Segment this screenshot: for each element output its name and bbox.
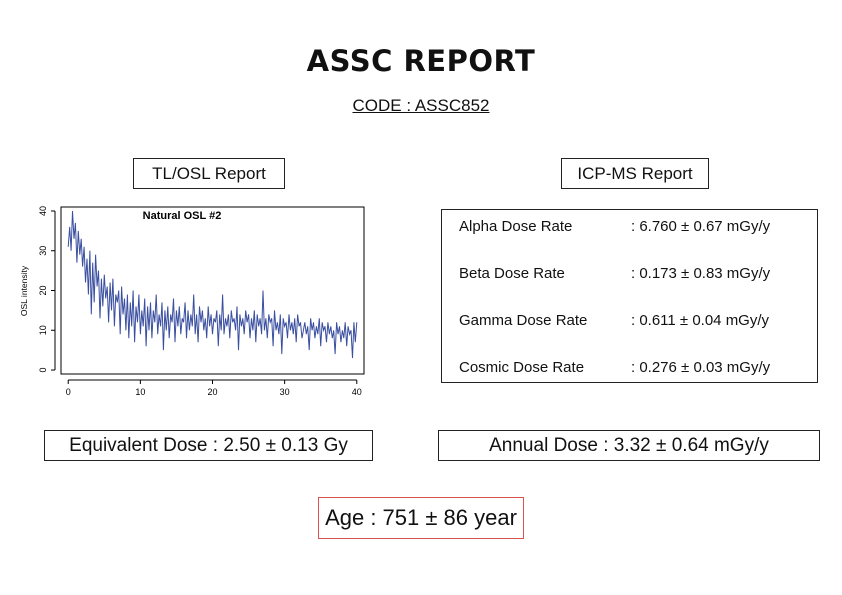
dose-rate-label: Cosmic Dose Rate [459, 359, 585, 376]
dose-rate-label: Alpha Dose Rate [459, 218, 573, 235]
report-code: CODE : ASSC852 [352, 96, 490, 115]
y-tick-label: 30 [38, 246, 48, 256]
dose-rate-value: : 0.276 ± 0.03 mGy/y [631, 359, 771, 376]
dose-rate-label: Beta Dose Rate [459, 265, 565, 282]
x-tick-label: 20 [207, 387, 217, 397]
plot-frame [60, 206, 365, 375]
dose-rate-value: : 0.173 ± 0.83 mGy/y [631, 265, 771, 282]
y-tick-label: 20 [38, 285, 48, 295]
icp-ms-dose-table: Alpha Dose Rate : 6.760 ± 0.67 mGy/y Bet… [441, 209, 818, 383]
annual-dose: Annual Dose : 3.32 ± 0.64 mGy/y [438, 430, 820, 461]
tl-osl-report-label: TL/OSL Report [133, 158, 285, 189]
x-tick-label: 40 [352, 387, 362, 397]
x-tick-label: 10 [135, 387, 145, 397]
y-tick-label: 10 [38, 325, 48, 335]
osl-chart: Natural OSL #2 OSL intensity 0 10 20 30 40 0… [19, 206, 365, 397]
y-axis: 0 10 20 30 40 [38, 206, 56, 373]
series-line [67, 210, 358, 359]
equivalent-dose: Equivalent Dose : 2.50 ± 0.13 Gy [44, 430, 373, 461]
y-axis-label: OSL intensity [19, 265, 29, 316]
dose-rate-label: Gamma Dose Rate [459, 312, 588, 329]
chart-title: Natural OSL #2 [143, 210, 222, 222]
icp-ms-report-label: ICP-MS Report [561, 158, 709, 189]
age-result: Age : 751 ± 86 year [318, 497, 524, 539]
dose-rate-value: : 6.760 ± 0.67 mGy/y [631, 218, 771, 235]
x-tick-label: 0 [66, 387, 71, 397]
y-tick-label: 40 [38, 206, 48, 216]
y-tick-label: 0 [38, 368, 48, 373]
report-title: ASSC REPORT [306, 44, 536, 78]
x-axis: 0 10 20 30 40 [66, 379, 362, 397]
dose-rate-value: : 0.611 ± 0.04 mGy/y [631, 312, 770, 329]
x-tick-label: 30 [280, 387, 290, 397]
